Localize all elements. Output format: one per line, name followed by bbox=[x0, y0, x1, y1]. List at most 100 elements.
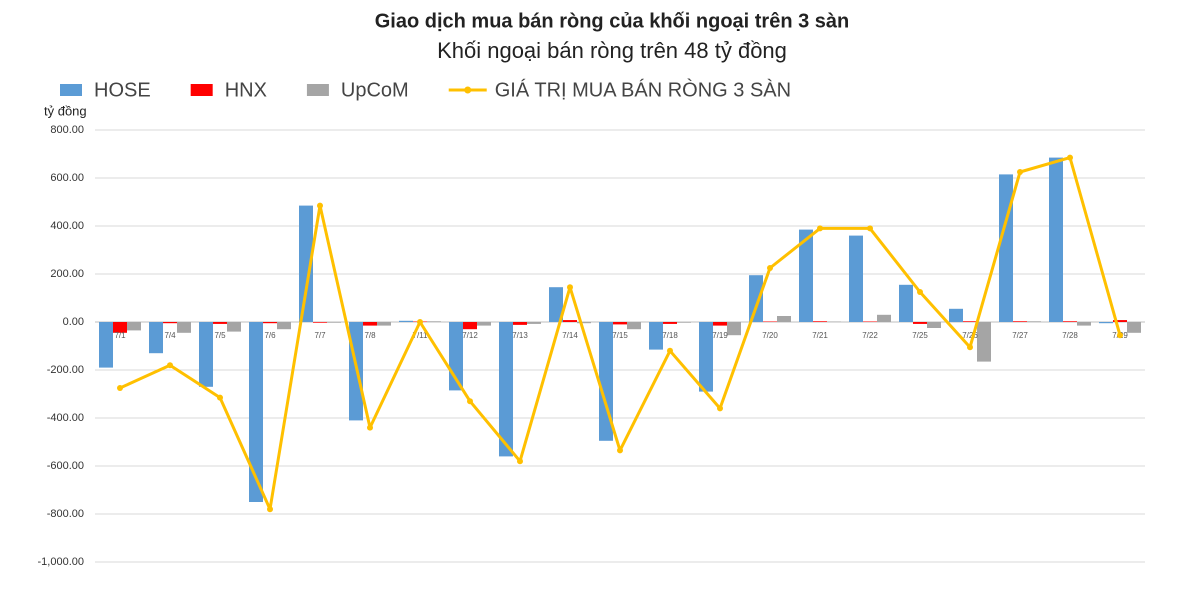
bar bbox=[749, 275, 763, 322]
line-point bbox=[767, 265, 773, 271]
x-tick-label: 7/5 bbox=[214, 331, 226, 340]
bar bbox=[649, 322, 663, 350]
x-tick-label: 7/8 bbox=[364, 331, 376, 340]
legend-marker bbox=[464, 86, 472, 94]
legend-swatch bbox=[190, 84, 213, 96]
chart-title: Giao dịch mua bán ròng của khối ngoại tr… bbox=[375, 10, 850, 32]
x-tick-label: 7/18 bbox=[662, 331, 678, 340]
bar bbox=[677, 322, 691, 323]
line-point bbox=[267, 506, 273, 513]
line-point bbox=[1067, 154, 1073, 161]
y-tick-label: -1,000.00 bbox=[38, 556, 84, 568]
line-point bbox=[867, 225, 873, 232]
y-tick-label: -400.00 bbox=[47, 412, 84, 424]
bar bbox=[463, 322, 477, 330]
bar bbox=[577, 322, 591, 324]
y-tick-label: -200.00 bbox=[47, 364, 84, 376]
x-tick-label: 7/6 bbox=[264, 331, 276, 340]
bar bbox=[613, 322, 627, 325]
bar bbox=[163, 322, 177, 324]
bar bbox=[1113, 320, 1127, 322]
x-tick-label: 7/26 bbox=[962, 331, 978, 340]
bar bbox=[1013, 321, 1027, 322]
line-point bbox=[667, 347, 673, 354]
line-point bbox=[167, 362, 173, 369]
bar bbox=[627, 322, 641, 330]
bar bbox=[199, 322, 213, 387]
line-point bbox=[117, 385, 123, 391]
x-tick-label: 7/7 bbox=[314, 331, 326, 340]
bar bbox=[213, 322, 227, 324]
bar bbox=[113, 322, 127, 333]
line-point bbox=[217, 394, 223, 401]
bar bbox=[377, 322, 391, 326]
y-tick-label: 400.00 bbox=[50, 220, 84, 232]
x-tick-label: 7/14 bbox=[562, 331, 578, 340]
bar bbox=[327, 322, 341, 323]
bar bbox=[999, 174, 1013, 322]
bar bbox=[813, 321, 827, 322]
x-tick-label: 7/21 bbox=[812, 331, 828, 340]
y-tick-label: 800.00 bbox=[50, 124, 84, 136]
bar bbox=[499, 322, 513, 457]
bar bbox=[99, 322, 113, 368]
x-tick-label: 7/22 bbox=[862, 331, 878, 340]
x-tick-label: 7/27 bbox=[1012, 331, 1028, 340]
bar bbox=[277, 322, 291, 330]
y-tick-label: -800.00 bbox=[47, 508, 84, 520]
bar bbox=[477, 322, 491, 326]
bar bbox=[1063, 321, 1077, 322]
line-point bbox=[967, 344, 973, 351]
bar bbox=[977, 322, 991, 362]
bar bbox=[127, 322, 141, 331]
bar bbox=[849, 235, 863, 322]
bar bbox=[1077, 322, 1091, 326]
bar bbox=[313, 322, 327, 323]
line-point bbox=[417, 319, 423, 325]
bar bbox=[663, 322, 677, 324]
bar bbox=[249, 322, 263, 502]
bar bbox=[713, 322, 727, 326]
line-point bbox=[917, 289, 923, 295]
legend-label: GIÁ TRỊ MUA BÁN RÒNG 3 SÀN bbox=[495, 78, 791, 101]
line-point bbox=[467, 398, 473, 405]
line-point bbox=[1117, 332, 1123, 339]
bar bbox=[513, 322, 527, 325]
bar bbox=[963, 321, 977, 322]
x-tick-label: 7/20 bbox=[762, 331, 778, 340]
bar bbox=[177, 322, 191, 333]
x-tick-label: 7/12 bbox=[462, 331, 478, 340]
x-tick-label: 7/11 bbox=[413, 331, 429, 340]
bar bbox=[949, 308, 963, 322]
x-tick-label: 7/15 bbox=[612, 331, 628, 340]
bar bbox=[899, 284, 913, 322]
bar bbox=[299, 205, 313, 322]
bar bbox=[563, 320, 577, 322]
line-point bbox=[617, 447, 623, 454]
line-point bbox=[367, 424, 373, 431]
x-tick-label: 7/13 bbox=[512, 331, 528, 340]
bar bbox=[527, 322, 541, 324]
bar bbox=[1127, 322, 1141, 333]
legend-label: HOSE bbox=[94, 79, 151, 101]
line-point bbox=[567, 284, 573, 291]
y-axis-label: tỷ đồng bbox=[44, 103, 87, 118]
legend-label: HNX bbox=[225, 79, 267, 101]
bar bbox=[399, 320, 413, 322]
legend-swatch bbox=[60, 84, 82, 96]
bar bbox=[1027, 321, 1041, 322]
bar bbox=[1049, 157, 1063, 322]
y-tick-label: 0.00 bbox=[63, 316, 84, 328]
y-tick-label: 200.00 bbox=[50, 268, 84, 280]
bar bbox=[227, 322, 241, 332]
x-tick-label: 7/25 bbox=[912, 331, 928, 340]
y-tick-label: -600.00 bbox=[47, 460, 84, 472]
line-point bbox=[317, 202, 323, 209]
line-point bbox=[817, 225, 823, 232]
bar bbox=[149, 322, 163, 354]
line-point bbox=[517, 458, 523, 465]
legend-swatch bbox=[306, 84, 329, 96]
chart-subtitle: Khối ngoại bán ròng trên 48 tỷ đồng bbox=[437, 38, 787, 63]
bar bbox=[549, 287, 563, 322]
